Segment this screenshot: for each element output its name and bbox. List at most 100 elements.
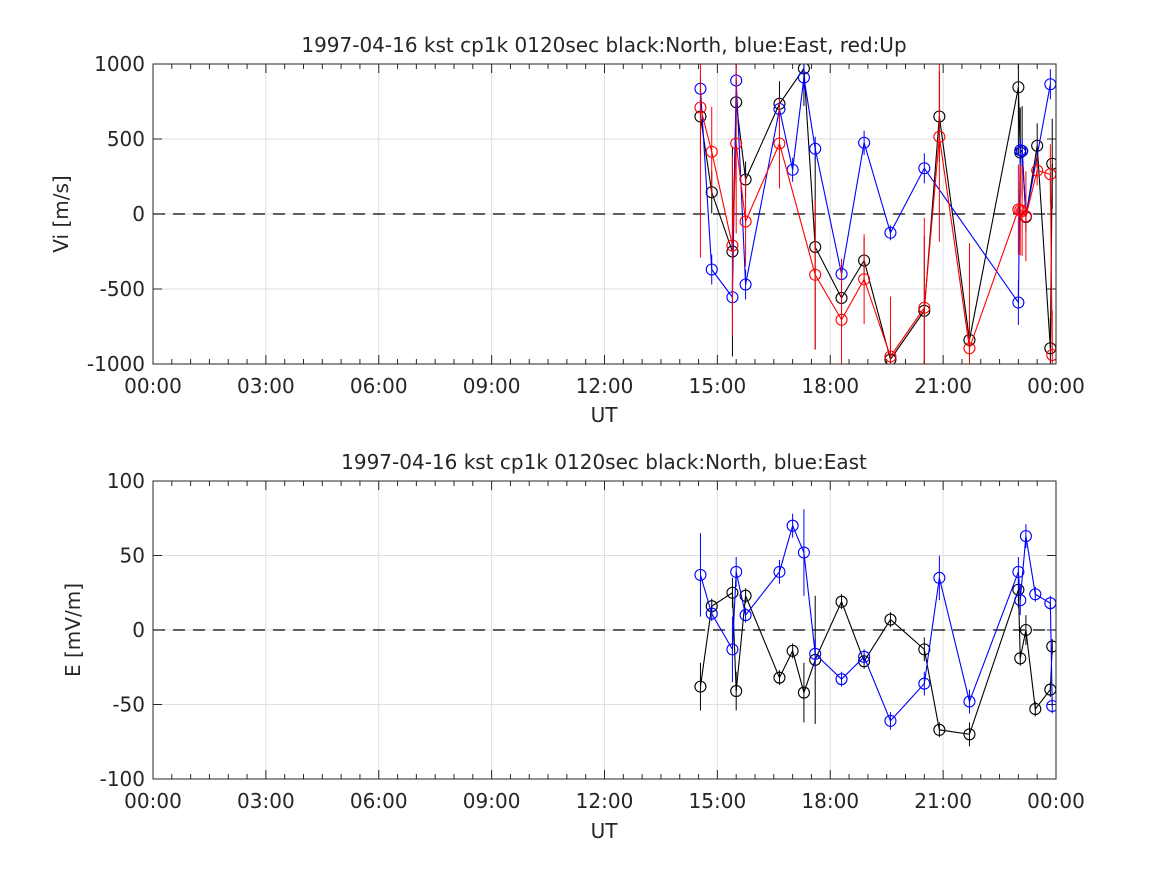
electric-field-east-point (1014, 594, 1027, 607)
velocity-up-point (694, 101, 707, 114)
velocity-up-point (773, 137, 786, 150)
electric-field-y-axis-label: E [mV/m] (61, 583, 85, 677)
electric-field-y-tick-label: -100 (100, 767, 145, 791)
electric-field-north-point (726, 586, 739, 599)
electric-field-north-point (963, 728, 976, 741)
electric-field-east-point (809, 647, 822, 660)
velocity-up-point (963, 342, 976, 355)
electric-field-x-tick-label: 00:00 (124, 789, 182, 813)
electric-field-x-tick-label: 03:00 (237, 789, 295, 813)
velocity-up-point (884, 350, 897, 363)
velocity-up-point (1019, 210, 1032, 223)
velocity-up-point (858, 273, 871, 286)
electric-field-north-point (1029, 702, 1042, 716)
velocity-up-point (918, 301, 931, 314)
velocity-east-point (1012, 296, 1025, 309)
velocity-x-tick-label: 21:00 (914, 374, 972, 398)
electric-field-y-tick-label: -50 (112, 693, 145, 717)
electric-field-east-point (797, 546, 810, 559)
electric-field-x-tick-label: 00:00 (1027, 789, 1085, 813)
electric-field-east-point (1019, 530, 1032, 543)
electric-field-x-axis-label: UT (591, 819, 619, 843)
velocity-y-tick-label: -500 (100, 277, 145, 301)
velocity-y-tick-label: 500 (107, 127, 145, 151)
electric-field-north-point (773, 671, 786, 684)
velocity-east-point (797, 71, 810, 84)
velocity-up-point (730, 137, 743, 150)
velocity-x-axis-label: UT (591, 403, 619, 427)
electric-field-north-series (694, 571, 1056, 747)
electric-field-east-point (786, 519, 799, 532)
electric-field-north-point (786, 644, 799, 657)
electric-field-east-point (1012, 565, 1025, 578)
velocity-up-point (933, 130, 946, 143)
velocity-east-series (694, 64, 1056, 325)
electric-field-east-point (773, 565, 786, 578)
electric-field-panel: 1997-04-16 kst cp1k 0120sec black:North,… (61, 450, 1085, 843)
velocity-up-point (1046, 348, 1056, 362)
electric-field-east-point (1046, 699, 1056, 713)
electric-field-east-point (705, 607, 718, 620)
electric-field-x-tick-label: 15:00 (689, 789, 747, 813)
electric-field-east-point (739, 609, 752, 622)
electric-field-east-point (835, 673, 848, 686)
velocity-east-point (1016, 144, 1029, 158)
velocity-east-point (884, 226, 897, 239)
velocity-x-tick-label: 00:00 (1027, 374, 1085, 398)
velocity-x-tick-label: 18:00 (801, 374, 859, 398)
electric-field-east-series (694, 509, 1056, 730)
electric-field-east-point (726, 643, 739, 656)
electric-field-north-point (884, 613, 897, 626)
electric-field-north-point (1046, 640, 1056, 653)
velocity-x-tick-label: 12:00 (576, 374, 634, 398)
velocity-x-tick-label: 06:00 (350, 374, 408, 398)
electric-field-east-point (1029, 588, 1042, 601)
velocity-y-axis-label: Vi [m/s] (49, 175, 73, 252)
velocity-up-point (1031, 164, 1044, 177)
velocity-x-tick-label: 03:00 (237, 374, 295, 398)
velocity-east-point (739, 278, 752, 291)
velocity-north-point (1031, 139, 1044, 152)
velocity-x-tick-label: 00:00 (124, 374, 182, 398)
velocity-up-series (694, 64, 1056, 364)
electric-field-x-tick-label: 18:00 (801, 789, 859, 813)
electric-field-north-point (739, 589, 752, 602)
velocity-plot-frame (152, 63, 1057, 365)
electric-field-y-tick-label: 50 (120, 544, 145, 568)
velocity-up-line (699, 107, 1053, 358)
velocity-x-tick-label: 15:00 (689, 374, 747, 398)
velocity-east-point (918, 162, 931, 175)
electric-field-north-point (918, 643, 931, 656)
velocity-east-point (858, 136, 871, 149)
electric-field-east-point (933, 571, 946, 584)
electric-field-north-point (835, 595, 848, 608)
velocity-up-point (726, 239, 739, 252)
electric-field-x-tick-label: 21:00 (914, 789, 972, 813)
velocity-north-point (1012, 81, 1025, 94)
velocity-east-point (809, 142, 822, 155)
electric-field-east-point (884, 714, 897, 727)
velocity-y-tick-label: -1000 (87, 352, 145, 376)
velocity-east-point (705, 263, 718, 276)
electric-field-north-point (1014, 652, 1027, 665)
velocity-x-tick-label: 09:00 (463, 374, 521, 398)
velocity-panel: 1997-04-16 kst cp1k 0120sec black:North,… (49, 33, 1085, 427)
electric-field-x-tick-label: 06:00 (350, 789, 408, 813)
electric-field-plot-frame (152, 480, 1057, 780)
velocity-panel-title: 1997-04-16 kst cp1k 0120sec black:North,… (301, 33, 906, 57)
electric-field-y-tick-label: 100 (107, 469, 145, 493)
electric-field-north-point (694, 680, 707, 693)
electric-field-north-point (933, 723, 946, 736)
electric-field-panel-title: 1997-04-16 kst cp1k 0120sec black:North,… (341, 450, 867, 474)
velocity-up-point (809, 268, 822, 281)
electric-field-east-line (699, 524, 1053, 722)
velocity-up-point (835, 313, 848, 326)
electric-field-east-point (694, 568, 707, 581)
electric-field-x-tick-label: 12:00 (576, 789, 634, 813)
electric-field-east-point (730, 565, 743, 578)
electric-field-x-tick-label: 09:00 (463, 789, 521, 813)
electric-field-north-point (1019, 623, 1032, 637)
electric-field-east-point (963, 695, 976, 708)
electric-field-east-point (918, 677, 931, 690)
